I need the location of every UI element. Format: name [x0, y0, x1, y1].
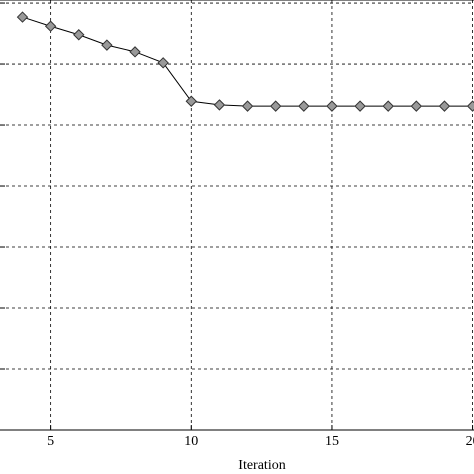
marker [326, 100, 338, 112]
marker [213, 99, 226, 111]
marker [185, 95, 197, 107]
marker [298, 100, 310, 112]
marker [410, 100, 423, 112]
marker [269, 100, 282, 112]
marker [466, 100, 474, 112]
marker [382, 100, 394, 112]
marker [157, 57, 169, 69]
marker [241, 100, 254, 112]
marker [44, 20, 57, 32]
marker [16, 11, 29, 23]
marker [354, 100, 366, 112]
line [22, 16, 473, 107]
x-axis-label: Iteration [238, 458, 285, 473]
marker [129, 46, 141, 58]
x-tick-label: 10 [184, 434, 198, 449]
marker [73, 29, 85, 41]
x-tick-label: 20 [466, 434, 474, 449]
x-tick-label: 15 [325, 434, 339, 449]
x-tick-label: 5 [47, 434, 54, 449]
marker [438, 100, 451, 112]
marker [101, 39, 113, 51]
